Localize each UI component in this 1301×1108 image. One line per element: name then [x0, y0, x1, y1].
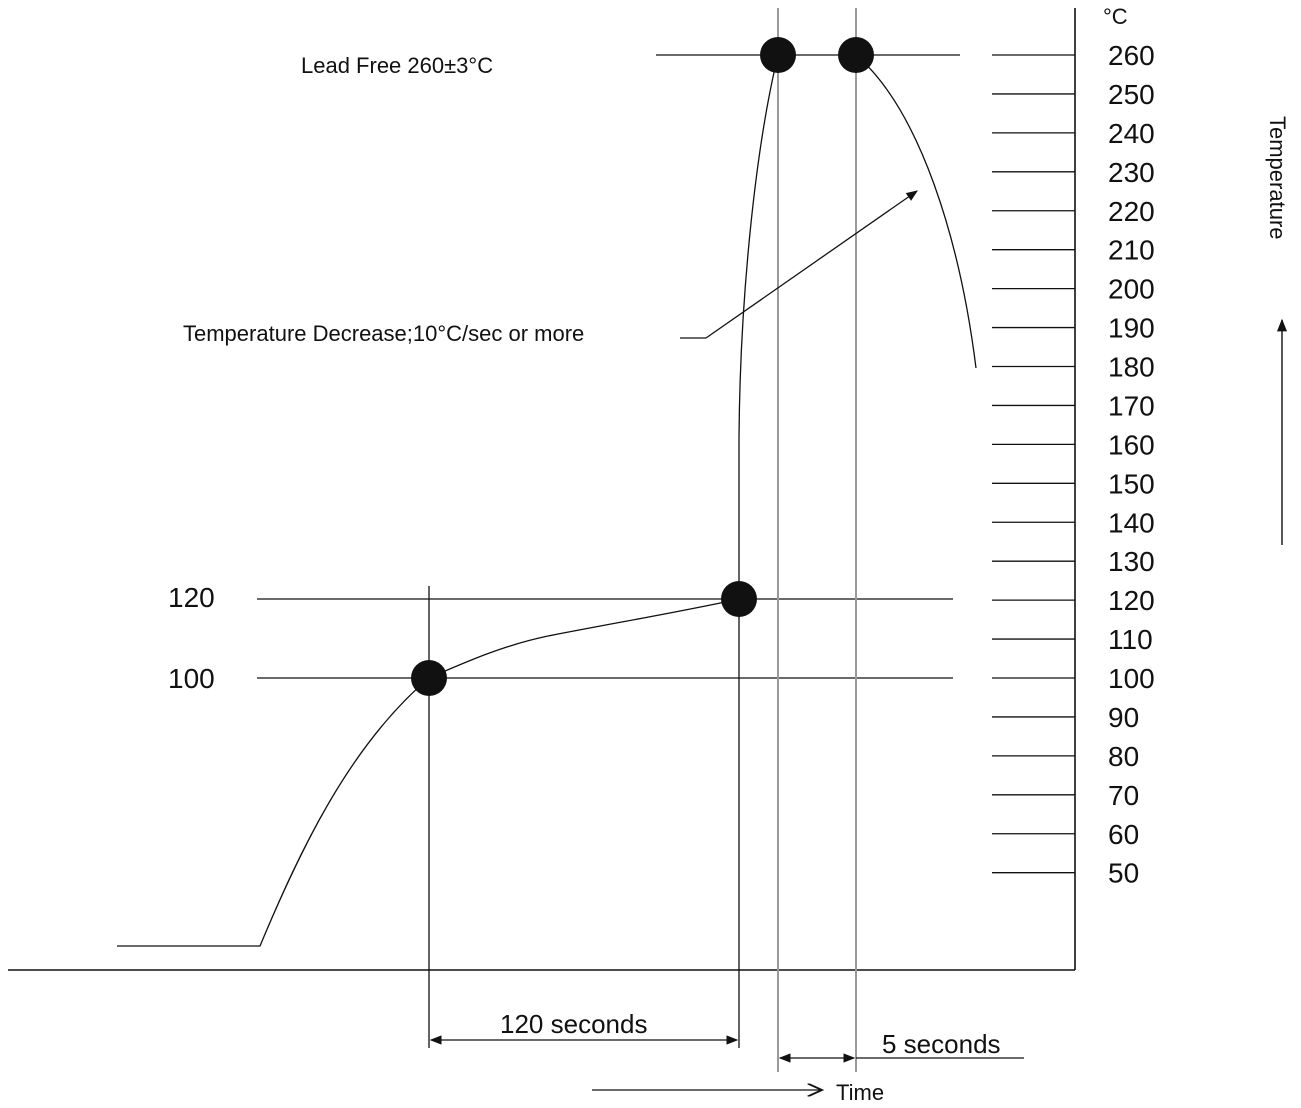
temperature-tick-label-190: 190 [1108, 313, 1155, 344]
temperature-tick-label-210: 210 [1108, 235, 1155, 266]
left-label-120: 120 [168, 582, 215, 613]
temperature-tick-label-80: 80 [1108, 741, 1139, 772]
temperature-axis-title: Temperature [1265, 116, 1290, 240]
left-label-100: 100 [168, 663, 215, 694]
decrease-arrow [705, 190, 918, 339]
peak-duration-label: 5 seconds [882, 1029, 1001, 1059]
profile-curve-ramp [117, 598, 740, 947]
temperature-tick-label-220: 220 [1108, 196, 1155, 227]
temperature-tick-label-170: 170 [1108, 390, 1155, 421]
temperature-tick-label-140: 140 [1108, 507, 1155, 538]
temperature-tick-label-250: 250 [1108, 79, 1155, 110]
temperature-tick-label-120: 120 [1108, 585, 1155, 616]
temperature-tick-label-60: 60 [1108, 819, 1139, 850]
temperature-tick-label-180: 180 [1108, 352, 1155, 383]
profile-curve-cooling [855, 54, 977, 369]
point-peak-end [838, 37, 874, 73]
point-preheat-end [721, 581, 757, 617]
temperature-tick-label-260: 260 [1108, 40, 1155, 71]
temperature-tick-label-160: 160 [1108, 429, 1155, 460]
temperature-ticks: 260 250 240 230 220 210 200 190 180 170 160 150 140 1… [992, 40, 1155, 889]
temperature-tick-label-90: 90 [1108, 702, 1139, 733]
temperature-decrease-label: Temperature Decrease;10°C/sec or more [183, 321, 584, 346]
temperature-tick-label-230: 230 [1108, 157, 1155, 188]
temperature-tick-label-110: 110 [1108, 624, 1153, 655]
temperature-tick-label-100: 100 [1108, 663, 1155, 694]
profile-curve-rise [738, 54, 779, 439]
temperature-tick-label-70: 70 [1108, 780, 1139, 811]
temperature-tick-label-200: 200 [1108, 274, 1155, 305]
temperature-unit-label: °C [1103, 4, 1128, 29]
time-axis-title: Time [836, 1080, 884, 1105]
point-peak-start [760, 37, 796, 73]
temperature-tick-label-50: 50 [1108, 858, 1139, 889]
peak-temperature-label: Lead Free 260±3°C [301, 53, 493, 78]
temperature-tick-label-130: 130 [1108, 546, 1155, 577]
temperature-tick-label-240: 240 [1108, 118, 1155, 149]
point-preheat-start [411, 660, 447, 696]
temperature-tick-label-150: 150 [1108, 468, 1155, 499]
preheat-duration-label: 120 seconds [500, 1009, 647, 1039]
